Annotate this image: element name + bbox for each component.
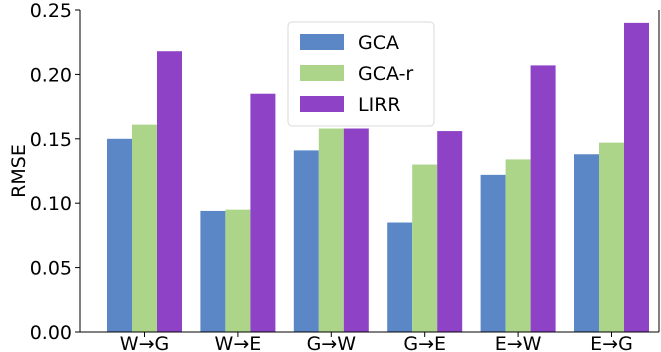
x-tick-label: W→E <box>215 333 262 352</box>
legend-swatch-gca <box>300 34 344 50</box>
legend: GCA GCA-r LIRR <box>287 21 435 127</box>
x-tick-label: G→W <box>307 333 357 352</box>
bar-lirr-5 <box>624 22 649 332</box>
y-tick-label: 0.10 <box>30 193 72 215</box>
bar-gca-r-2 <box>318 128 344 332</box>
legend-label-gca-r: GCA-r <box>358 63 413 85</box>
legend-swatch-gca-r <box>300 65 344 81</box>
bar-gca-0 <box>107 138 132 332</box>
legend-label-lirr: LIRR <box>358 94 401 116</box>
x-tick-label: G→E <box>403 333 446 352</box>
bars-layer <box>107 22 649 332</box>
bar-gca-r-0 <box>132 124 157 332</box>
axes-layer <box>79 10 660 333</box>
bar-lirr-2 <box>343 128 369 332</box>
y-tick-label: 0.25 <box>30 0 72 22</box>
bar-gca-1 <box>200 210 226 332</box>
bar-gca-5 <box>574 154 599 332</box>
y-axis-title: RMSE <box>8 144 30 198</box>
bar-gca-4 <box>480 174 506 332</box>
bar-lirr-1 <box>250 93 276 332</box>
bar-gca-r-3 <box>412 164 438 332</box>
y-ticks: 0.00 0.05 0.10 0.15 0.20 0.25 <box>30 0 80 344</box>
x-tick-label: W→G <box>120 333 169 352</box>
y-tick-label: 0.00 <box>30 322 72 344</box>
legend-label-gca: GCA <box>358 32 399 54</box>
bar-gca-r-1 <box>225 209 251 332</box>
bar-gca-2 <box>293 150 319 332</box>
bar-lirr-0 <box>157 51 182 332</box>
bar-gca-r-5 <box>599 142 624 332</box>
y-tick-label: 0.20 <box>30 64 72 86</box>
x-tick-label: E→G <box>590 333 633 352</box>
x-ticks: W→G W→E G→W G→E E→W E→G <box>120 332 633 352</box>
y-tick-label: 0.15 <box>30 129 72 151</box>
bar-lirr-3 <box>437 131 463 332</box>
x-tick-label: E→W <box>495 333 542 352</box>
bar-gca-3 <box>387 222 413 332</box>
legend-swatch-lirr <box>300 96 344 112</box>
y-tick-label: 0.05 <box>30 258 72 280</box>
bar-gca-r-4 <box>505 159 531 332</box>
bar-lirr-4 <box>530 65 556 332</box>
